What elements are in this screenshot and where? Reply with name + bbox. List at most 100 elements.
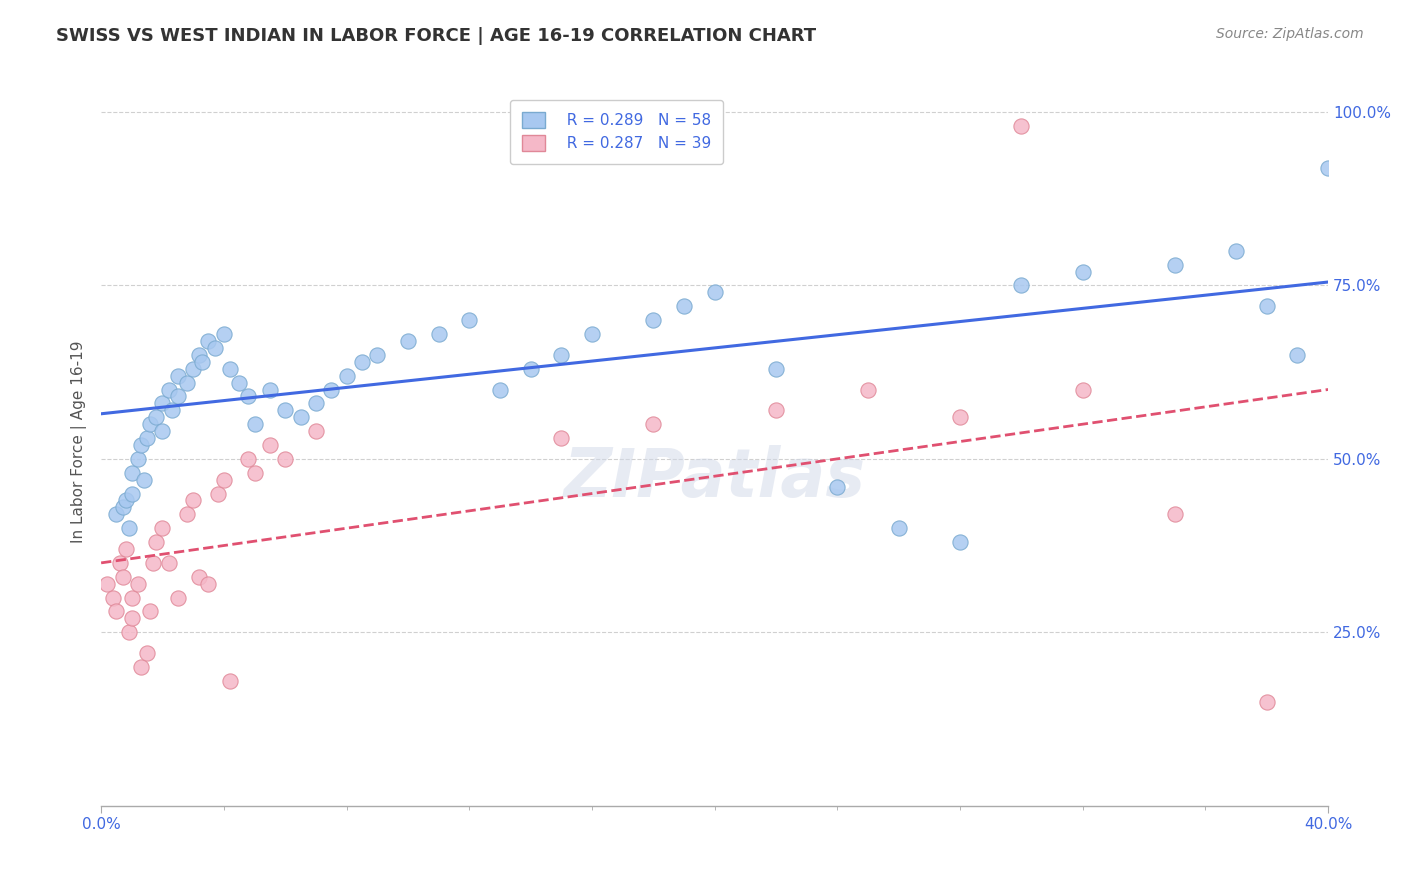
Point — [176, 376, 198, 390]
Point — [1317, 161, 1340, 175]
Point — [166, 389, 188, 403]
Point — [181, 493, 204, 508]
Point — [489, 383, 512, 397]
Point — [305, 396, 328, 410]
Point — [274, 403, 297, 417]
Point — [145, 535, 167, 549]
Point — [703, 285, 725, 300]
Point — [238, 389, 260, 403]
Point — [96, 576, 118, 591]
Point — [259, 383, 281, 397]
Point — [152, 521, 174, 535]
Point — [105, 604, 128, 618]
Point — [1256, 299, 1278, 313]
Point — [118, 625, 141, 640]
Point — [238, 451, 260, 466]
Point — [121, 591, 143, 605]
Point — [581, 326, 603, 341]
Point — [127, 576, 149, 591]
Point — [1256, 695, 1278, 709]
Point — [145, 410, 167, 425]
Point — [191, 355, 214, 369]
Point — [166, 591, 188, 605]
Point — [1225, 244, 1247, 258]
Point — [259, 438, 281, 452]
Point — [121, 486, 143, 500]
Point — [108, 556, 131, 570]
Point — [396, 334, 419, 348]
Point — [458, 313, 481, 327]
Point — [243, 417, 266, 432]
Point — [1071, 265, 1094, 279]
Point — [118, 521, 141, 535]
Point — [212, 326, 235, 341]
Point — [132, 473, 155, 487]
Point — [366, 348, 388, 362]
Point — [1071, 383, 1094, 397]
Point — [290, 410, 312, 425]
Point — [139, 417, 162, 432]
Point — [212, 473, 235, 487]
Point — [152, 396, 174, 410]
Point — [197, 576, 219, 591]
Point — [765, 361, 787, 376]
Point — [949, 410, 972, 425]
Point — [335, 368, 357, 383]
Point — [188, 348, 211, 362]
Point — [1010, 278, 1032, 293]
Point — [1286, 348, 1309, 362]
Point — [219, 361, 242, 376]
Point — [181, 361, 204, 376]
Point — [114, 541, 136, 556]
Point — [672, 299, 695, 313]
Text: Source: ZipAtlas.com: Source: ZipAtlas.com — [1216, 27, 1364, 41]
Point — [243, 466, 266, 480]
Point — [111, 570, 134, 584]
Point — [1164, 258, 1187, 272]
Point — [188, 570, 211, 584]
Point — [105, 508, 128, 522]
Point — [121, 611, 143, 625]
Point — [550, 431, 572, 445]
Legend:   R = 0.289   N = 58,   R = 0.287   N = 39: R = 0.289 N = 58, R = 0.287 N = 39 — [509, 100, 724, 164]
Point — [643, 313, 665, 327]
Text: ZIPatlas: ZIPatlas — [564, 445, 866, 511]
Point — [152, 424, 174, 438]
Point — [274, 451, 297, 466]
Point — [136, 646, 159, 660]
Point — [856, 383, 879, 397]
Point — [207, 486, 229, 500]
Point — [111, 500, 134, 515]
Point — [827, 480, 849, 494]
Point — [166, 368, 188, 383]
Point — [765, 403, 787, 417]
Point — [176, 508, 198, 522]
Point — [197, 334, 219, 348]
Point — [160, 403, 183, 417]
Point — [136, 431, 159, 445]
Point — [204, 341, 226, 355]
Point — [887, 521, 910, 535]
Point — [350, 355, 373, 369]
Point — [139, 604, 162, 618]
Point — [643, 417, 665, 432]
Point — [127, 451, 149, 466]
Point — [157, 383, 180, 397]
Point — [550, 348, 572, 362]
Point — [219, 673, 242, 688]
Point — [103, 591, 125, 605]
Point — [228, 376, 250, 390]
Point — [121, 466, 143, 480]
Point — [305, 424, 328, 438]
Point — [129, 438, 152, 452]
Point — [129, 660, 152, 674]
Point — [1010, 119, 1032, 133]
Point — [949, 535, 972, 549]
Point — [1164, 508, 1187, 522]
Point — [427, 326, 450, 341]
Point — [114, 493, 136, 508]
Point — [519, 361, 541, 376]
Point — [157, 556, 180, 570]
Point — [321, 383, 343, 397]
Text: SWISS VS WEST INDIAN IN LABOR FORCE | AGE 16-19 CORRELATION CHART: SWISS VS WEST INDIAN IN LABOR FORCE | AG… — [56, 27, 817, 45]
